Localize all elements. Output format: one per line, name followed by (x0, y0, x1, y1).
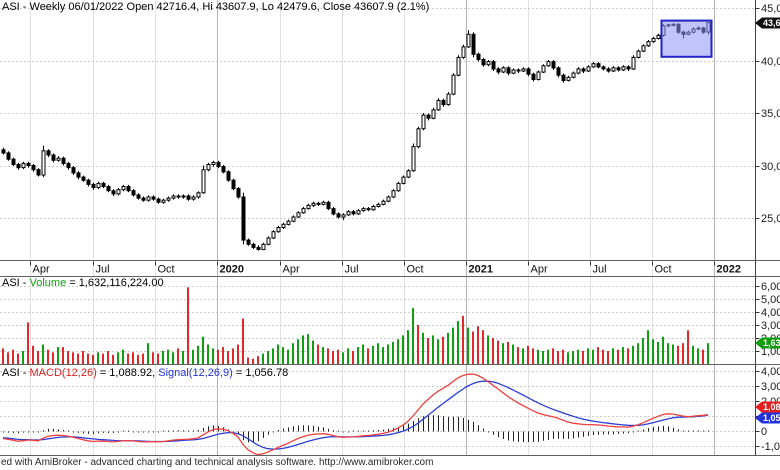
macd-title-label: MACD(12,26) (29, 367, 97, 379)
volume-pane-title: ASI - Volume = 1,632,116,224.00 (2, 277, 164, 289)
date-label: Apr (531, 264, 548, 276)
volume-title-series: Volume (29, 277, 67, 289)
axis-tick-label: 6,000,000,000 (761, 281, 780, 293)
axis-tick-label: 5,000,000,000 (761, 294, 780, 306)
volume-callout (755, 337, 780, 349)
axis-tick-label: 45,000 (761, 3, 780, 15)
date-label: Oct (158, 264, 175, 276)
axis-tick-label: 4,000,000,000 (761, 307, 780, 319)
volume-title-symbol: ASI - (2, 277, 30, 289)
signal-title-value: = 1,056.78 (232, 367, 289, 379)
svg-text:1,632,116,224: 1,632,116,224 (763, 338, 780, 348)
date-label: 2022 (717, 264, 741, 276)
axis-tick-label: 40,000 (761, 56, 780, 68)
date-axis[interactable]: Apr Jul Oct 2020 Apr Jul Oct 2021 Apr Jul Oct 2022 (30, 261, 741, 276)
candlestick-series[interactable] (1, 22, 711, 251)
macd-line (2, 373, 709, 456)
date-label: Jul (345, 264, 359, 276)
price-pane-title: ASI - Weekly 06/01/2022 Open 42716.4, Hi… (2, 1, 429, 13)
axis-tick-label: 25,000 (761, 213, 780, 225)
date-label: 2021 (469, 264, 493, 276)
macd-title-value: = 1,088.92, (96, 367, 159, 379)
macd-lines (2, 373, 709, 456)
signal-callout (755, 412, 780, 424)
macd-callout (755, 401, 780, 413)
volume-bars[interactable] (2, 287, 709, 364)
date-label: Jul (593, 264, 607, 276)
selection-box[interactable] (660, 19, 713, 58)
horizontal-gridlines (0, 8, 755, 447)
date-label: Apr (283, 264, 300, 276)
footer-credit: ed with AmiBroker - advanced charting an… (1, 457, 433, 468)
price-title-text: ASI - Weekly 06/01/2022 Open 42716.4, Hi… (2, 1, 430, 13)
svg-text:1,056.78: 1,056.78 (763, 413, 780, 423)
axis-tick-label: 3,000,000,000 (761, 320, 780, 332)
axis-tick-label: 30,000 (761, 161, 780, 173)
axis-tick-label: 35,000 (761, 108, 780, 120)
macd-pane-title: ASI - MACD(12,26) = 1,088.92, Signal(12,… (2, 367, 288, 379)
volume-title-value: = 1,632,116,224.00 (66, 277, 164, 289)
date-label: 2020 (220, 264, 244, 276)
value-callouts: 43,607.9 1,632,116,224 1,088.921,056.78 (755, 17, 780, 424)
date-label: Apr (33, 264, 50, 276)
date-label: Jul (96, 264, 110, 276)
date-label: Oct (655, 264, 672, 276)
value-axis-labels: 45,000 40,000 35,000 30,000 25,000 6,000,000,… (755, 3, 780, 453)
signal-title-label: Signal(12,26,9) (158, 367, 233, 379)
footer-text: ed with AmiBroker - advanced charting an… (1, 457, 434, 468)
signal-line (2, 380, 709, 450)
axis-tick-label: 0 (761, 426, 767, 438)
price-callout (755, 17, 780, 29)
svg-text:43,607.9: 43,607.9 (763, 18, 780, 28)
axis-tick-label: 4,000 (761, 366, 780, 378)
macd-title-symbol: ASI - (2, 367, 30, 379)
date-label: Oct (407, 264, 424, 276)
pane-separators (0, 0, 780, 456)
axis-tick-label: 1,000,000,000 (761, 346, 780, 358)
axis-tick-label: 3,000 (761, 381, 780, 393)
macd-histogram (3, 415, 709, 443)
axis-tick-label: -1,000 (761, 441, 780, 453)
svg-text:1,088.92: 1,088.92 (763, 402, 780, 412)
